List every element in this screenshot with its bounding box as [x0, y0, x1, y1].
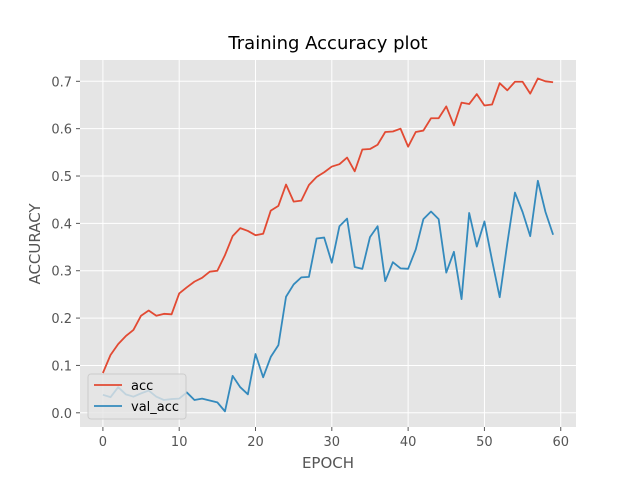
x-axis-ticks: 0 10 20 30 40 50 60	[99, 427, 569, 450]
y-tick-label: 0.7	[51, 75, 72, 90]
x-tick-label: 10	[171, 435, 188, 450]
y-tick-label: 0.3	[51, 265, 72, 280]
y-axis-ticks: 0.0 0.1 0.2 0.3 0.4 0.5 0.6 0.7	[51, 75, 80, 422]
x-tick-label: 40	[400, 435, 417, 450]
grid-lines	[80, 60, 576, 427]
y-tick-label: 0.5	[51, 170, 72, 185]
y-tick-label: 0.4	[51, 217, 72, 232]
x-tick-label: 30	[324, 435, 341, 450]
x-tick-label: 20	[247, 435, 264, 450]
series-line-acc	[102, 77, 554, 374]
legend: acc val_acc	[87, 373, 187, 420]
y-axis-label: ACCURACY	[26, 203, 44, 285]
legend-label-val-acc: val_acc	[131, 400, 179, 415]
y-tick-label: 0.0	[51, 407, 72, 422]
y-tick-label: 0.2	[51, 312, 72, 327]
plot-background	[80, 60, 576, 427]
legend-label-acc: acc	[131, 379, 153, 394]
y-tick-label: 0.1	[51, 359, 72, 374]
x-tick-label: 50	[476, 435, 493, 450]
y-tick-label: 0.6	[51, 123, 72, 138]
x-tick-label: 60	[552, 435, 569, 450]
x-tick-label: 0	[99, 435, 107, 450]
x-axis-label: EPOCH	[302, 454, 354, 472]
chart-title: Training Accuracy plot	[227, 33, 427, 54]
